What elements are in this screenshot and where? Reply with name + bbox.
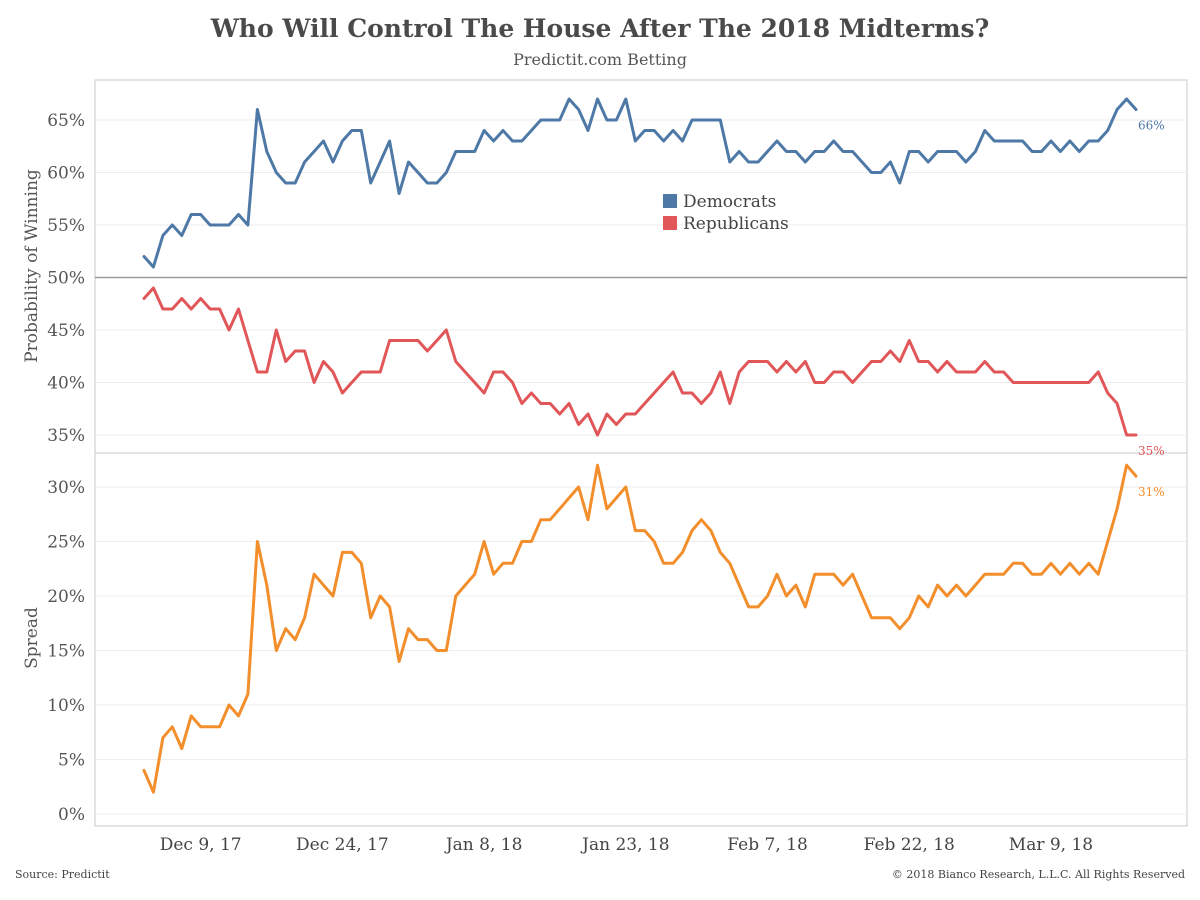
- chart-subtitle: Predictit.com Betting: [513, 50, 687, 69]
- x-tick-label: Jan 8, 18: [444, 835, 523, 855]
- y-tick-label-top: 45%: [47, 321, 85, 341]
- y-tick-label-top: 65%: [47, 111, 85, 131]
- legend-swatch: [663, 194, 677, 208]
- y-axis-title-bottom: Spread: [22, 607, 42, 669]
- y-tick-label-bottom: 0%: [58, 805, 85, 825]
- x-tick-label: Jan 23, 18: [580, 835, 669, 855]
- y-tick-label-top: 60%: [47, 164, 85, 184]
- y-tick-label-bottom: 20%: [47, 587, 85, 607]
- x-tick-label: Feb 22, 18: [864, 835, 955, 855]
- y-tick-label-bottom: 25%: [47, 533, 85, 553]
- chart-title: Who Will Control The House After The 201…: [210, 14, 990, 43]
- x-tick-label: Dec 24, 17: [296, 835, 389, 855]
- x-tick-label: Feb 7, 18: [727, 835, 807, 855]
- bottom-panel-frame: [94, 452, 1188, 827]
- copyright-note: © 2018 Bianco Research, L.L.C. All Right…: [891, 868, 1185, 881]
- legend-label: Democrats: [683, 192, 776, 212]
- source-note: Source: Predictit: [15, 868, 110, 881]
- y-tick-label-bottom: 10%: [47, 696, 85, 716]
- y-tick-label-bottom: 5%: [58, 751, 85, 771]
- republicans-line: [142, 286, 1138, 437]
- spread-line-end-label: 31%: [1138, 485, 1165, 499]
- y-tick-label-bottom: 15%: [47, 642, 85, 662]
- y-tick-label-top: 35%: [47, 426, 85, 446]
- democrats-line: [142, 97, 1138, 269]
- y-tick-label-top: 50%: [47, 269, 85, 289]
- x-tick-label: Mar 9, 18: [1009, 835, 1093, 855]
- legend-swatch: [663, 216, 677, 230]
- x-tick-label: Dec 9, 17: [160, 835, 242, 855]
- republicans-line-end-label: 35%: [1138, 444, 1165, 458]
- y-tick-label-top: 55%: [47, 216, 85, 236]
- y-axis-title-top: Probability of Winning: [22, 169, 42, 363]
- legend-label: Republicans: [683, 214, 789, 234]
- spread-line: [142, 463, 1138, 794]
- y-tick-label-bottom: 30%: [47, 478, 85, 498]
- democrats-line-end-label: 66%: [1138, 119, 1165, 133]
- y-tick-label-top: 40%: [47, 374, 85, 394]
